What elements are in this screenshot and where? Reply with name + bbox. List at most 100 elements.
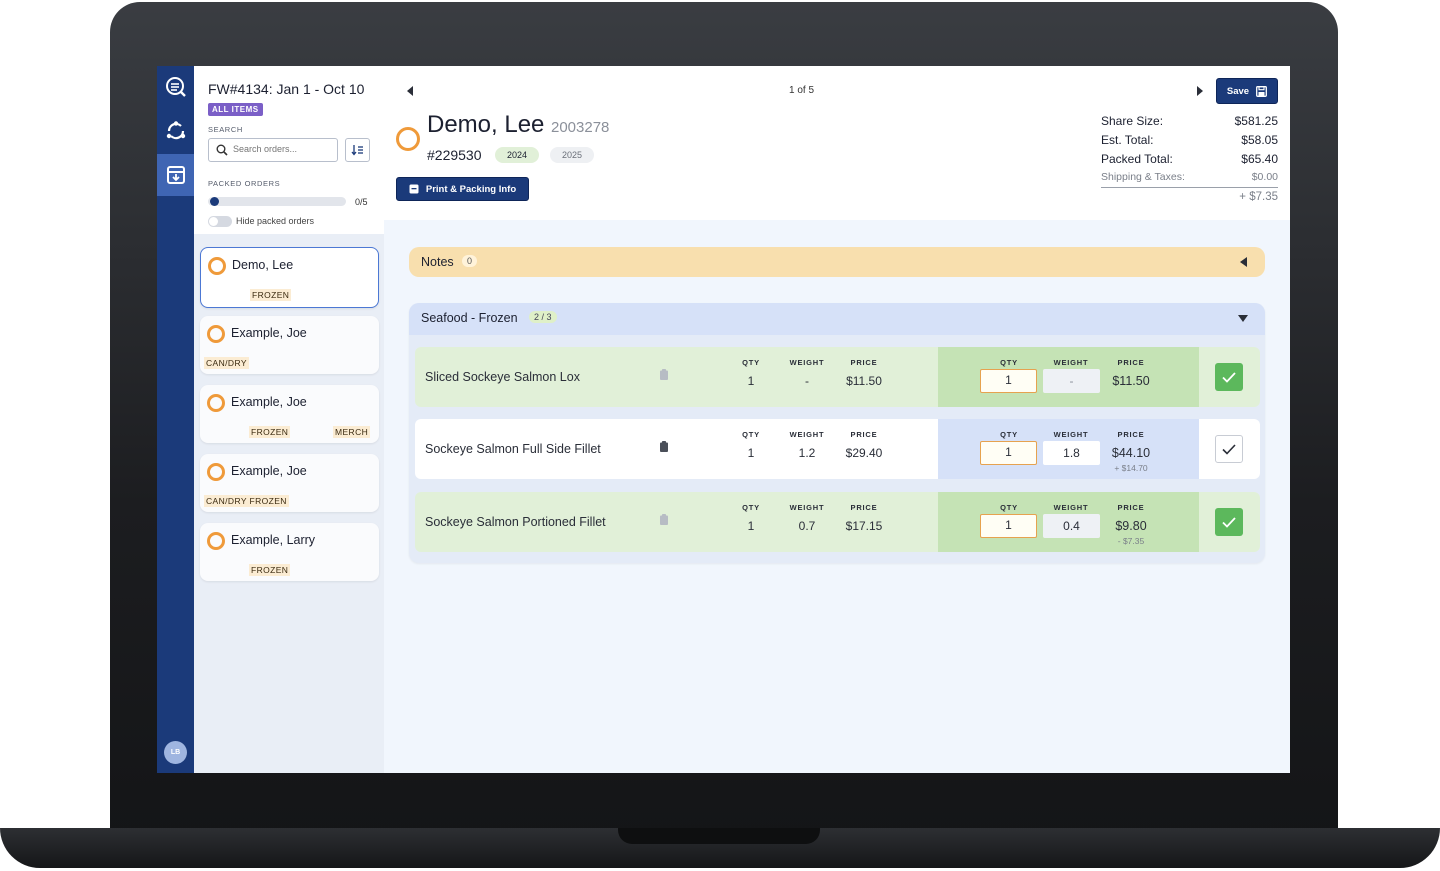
weight-header: WEIGHT [789, 430, 825, 439]
packed-qty-header: QTY [1000, 358, 1018, 367]
ordered-price: $29.40 [845, 446, 883, 460]
previous-order-icon[interactable] [406, 86, 414, 96]
weight-header: WEIGHT [789, 503, 825, 512]
packed-weight-input[interactable]: - [1043, 369, 1100, 393]
customer-id: 2003278 [551, 119, 610, 136]
category-section: Seafood - Frozen 2 / 3 Sliced Sockeye Sa… [409, 303, 1265, 563]
packed-qty-header: QTY [1000, 503, 1018, 512]
sort-icon [351, 145, 363, 156]
save-button[interactable]: Save [1216, 78, 1278, 104]
item-row: Sockeye Salmon Portioned Fillet QTY WEIG… [415, 492, 1260, 552]
ordered-qty: 1 [747, 446, 755, 460]
check-icon [1222, 443, 1236, 455]
search-list-icon [165, 77, 186, 97]
check-icon [1222, 516, 1236, 528]
rail-search-button[interactable] [157, 66, 194, 108]
status-ring-icon [208, 257, 226, 275]
item-row: Sockeye Salmon Full Side Fillet QTY WEIG… [415, 419, 1260, 479]
item-name: Sockeye Salmon Portioned Fillet [425, 515, 606, 529]
share-size-value: $581.25 [1234, 114, 1278, 128]
order-card[interactable]: Example, Joe CAN/DRY FROZEN [200, 454, 379, 512]
ordered-weight: 1.2 [798, 446, 816, 460]
caret-down-icon[interactable] [1238, 315, 1248, 322]
caret-left-icon[interactable] [1240, 257, 1247, 267]
section-header[interactable]: Seafood - Frozen 2 / 3 [409, 303, 1265, 335]
qty-header: QTY [742, 358, 760, 367]
packed-weight-input[interactable]: 0.4 [1043, 514, 1100, 538]
sidebar-header: FW#4134: Jan 1 - Oct 10 ALL ITEMS SEARCH… [194, 66, 384, 234]
customer-name: Demo, Lee [427, 111, 545, 138]
clipboard-icon[interactable] [660, 441, 668, 452]
ordered-weight: - [805, 374, 809, 388]
item-name: Sliced Sockeye Salmon Lox [425, 370, 580, 384]
packed-qty-header: QTY [1000, 430, 1018, 439]
packed-checkbox[interactable] [1215, 435, 1243, 463]
packed-qty-input[interactable]: 1 [980, 441, 1037, 465]
search-icon [216, 144, 228, 156]
ordered-weight: 0.7 [798, 519, 816, 533]
order-card[interactable]: Example, Joe CAN/DRY [200, 316, 379, 374]
order-tag: CAN/DRY [204, 357, 249, 369]
search-input[interactable] [233, 144, 333, 154]
qty-header: QTY [742, 503, 760, 512]
weight-header: WEIGHT [789, 358, 825, 367]
next-order-icon[interactable] [1196, 86, 1204, 96]
clipboard-icon[interactable] [660, 369, 668, 380]
order-name: Example, Joe [231, 395, 307, 409]
packed-progress-bar [208, 197, 346, 206]
order-card[interactable]: Demo, Lee FROZEN [200, 247, 379, 308]
order-card[interactable]: Example, Joe FROZEN MERCH [200, 385, 379, 443]
app-screen: LB FW#4134: Jan 1 - Oct 10 ALL ITEMS SEA… [157, 66, 1290, 773]
section-title: Seafood - Frozen [421, 311, 518, 325]
search-box[interactable] [208, 138, 338, 162]
sort-button[interactable] [345, 138, 370, 162]
orders-sidebar: FW#4134: Jan 1 - Oct 10 ALL ITEMS SEARCH… [194, 66, 384, 773]
packed-checkbox[interactable] [1215, 508, 1243, 536]
packed-progress-knob [210, 197, 219, 206]
order-totals: Share Size: $581.25 Est. Total: $58.05 Pac… [1101, 114, 1278, 203]
packed-price: $11.50 [1112, 374, 1150, 388]
sync-icon [166, 121, 185, 140]
packed-weight-header: WEIGHT [1053, 430, 1089, 439]
ordered-price: $11.50 [846, 374, 882, 388]
packed-price-header: PRICE [1117, 358, 1145, 367]
rail-sync-button[interactable] [157, 110, 194, 152]
order-card[interactable]: Example, Larry FROZEN [200, 523, 379, 581]
print-label: Print & Packing Info [425, 183, 517, 195]
order-name: Example, Joe [231, 464, 307, 478]
section-progress: 2 / 3 [529, 311, 557, 323]
packed-orders-label: PACKED ORDERS [208, 179, 281, 188]
share-size-label: Share Size: [1101, 114, 1164, 128]
notes-bar[interactable]: Notes 0 [409, 247, 1265, 277]
floppy-disk-icon [1256, 85, 1268, 97]
packed-count: 0/5 [355, 197, 368, 207]
ordered-qty: 1 [747, 374, 755, 388]
year-pill-2024[interactable]: 2024 [495, 147, 540, 163]
rail-packing-button[interactable] [157, 154, 194, 196]
packed-weight-input[interactable]: 1.8 [1043, 441, 1100, 465]
print-packing-button[interactable]: Print & Packing Info [396, 177, 529, 201]
laptop-notch [618, 828, 820, 844]
hide-packed-label: Hide packed orders [236, 216, 315, 226]
packed-total-label: Packed Total: [1101, 152, 1173, 166]
order-number: #229530 [427, 147, 482, 163]
packed-zone: QTY WEIGHT PRICE 1 1.8 $44.10 + $14.70 [938, 419, 1199, 479]
packed-checkbox[interactable] [1215, 363, 1243, 391]
price-difference: - $7.35 [1117, 536, 1145, 546]
packed-price-header: PRICE [1117, 430, 1145, 439]
packed-qty-input[interactable]: 1 [980, 514, 1037, 538]
check-icon [1222, 371, 1236, 383]
all-items-badge[interactable]: ALL ITEMS [208, 103, 263, 116]
qty-header: QTY [742, 430, 760, 439]
packed-qty-input[interactable]: 1 [980, 369, 1037, 393]
batch-title: FW#4134: Jan 1 - Oct 10 [208, 81, 365, 97]
user-avatar[interactable]: LB [164, 741, 187, 764]
year-pill-2025[interactable]: 2025 [550, 147, 595, 163]
packed-price: $9.80 [1115, 519, 1147, 533]
shipping-label: Shipping & Taxes: [1101, 171, 1185, 183]
packed-zone: QTY WEIGHT PRICE 1 - $11.50 [938, 347, 1199, 407]
clipboard-icon[interactable] [660, 514, 668, 525]
hide-packed-toggle[interactable] [208, 216, 232, 227]
packed-weight-header: WEIGHT [1053, 503, 1089, 512]
shipping-value: $0.00 [1251, 171, 1278, 183]
